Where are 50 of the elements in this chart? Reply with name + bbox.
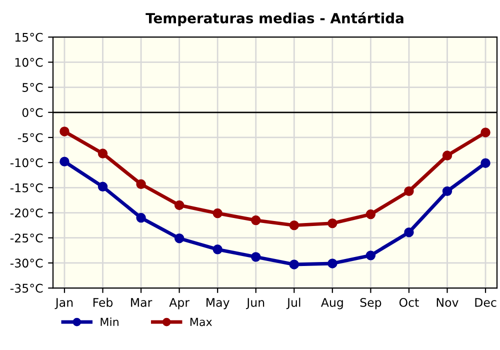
point bbox=[442, 186, 452, 196]
x-tick-label: Sep bbox=[360, 298, 382, 310]
x-tick-label: Feb bbox=[93, 298, 113, 307]
x-tick-label: Dec bbox=[475, 298, 496, 307]
point bbox=[60, 156, 70, 166]
point bbox=[174, 200, 184, 210]
x-tick-label: Jul bbox=[286, 298, 300, 310]
point bbox=[212, 244, 222, 254]
x-tick-label: Apr bbox=[169, 298, 190, 310]
y-tick-label: 0°C bbox=[22, 108, 43, 118]
y-tick-label: -35°C bbox=[10, 284, 43, 293]
point bbox=[136, 179, 146, 190]
y-tick-label: 5°C bbox=[22, 83, 43, 92]
y-tick-label: -20°C bbox=[10, 208, 43, 218]
y-tick-label: 15°C bbox=[15, 32, 43, 42]
y-tick-label: -30°C bbox=[10, 258, 43, 268]
y-tick-label: -10°C bbox=[10, 158, 43, 168]
point bbox=[404, 186, 414, 196]
chart-title: Temperaturas medias - Antártida bbox=[146, 12, 404, 26]
point bbox=[480, 128, 490, 138]
point bbox=[60, 126, 70, 136]
point bbox=[174, 234, 184, 244]
x-tick-label: May bbox=[206, 298, 230, 310]
legend-label: Max bbox=[190, 318, 212, 326]
point bbox=[289, 220, 299, 230]
point bbox=[328, 258, 338, 268]
y-tick-label: -5°C bbox=[18, 133, 43, 142]
point bbox=[442, 150, 452, 160]
x-tick-label: Oct bbox=[399, 298, 419, 307]
point bbox=[136, 212, 146, 223]
x-tick-label: Jan bbox=[54, 298, 73, 310]
point bbox=[98, 182, 108, 192]
y-tick-label: -25°C bbox=[10, 234, 43, 243]
y-tick-label: 10°C bbox=[15, 58, 43, 67]
y-tick-label: -15°C bbox=[10, 183, 43, 192]
point bbox=[251, 252, 261, 262]
point bbox=[366, 250, 376, 260]
x-tick-label: Aug bbox=[320, 298, 343, 310]
point bbox=[289, 260, 299, 270]
point bbox=[328, 218, 338, 228]
point bbox=[212, 208, 222, 218]
point bbox=[480, 158, 490, 168]
point bbox=[366, 209, 376, 220]
x-tick-label: Mar bbox=[131, 298, 152, 307]
legend-label: Min bbox=[100, 317, 118, 326]
x-tick-label: Jun bbox=[246, 298, 264, 310]
point bbox=[404, 227, 414, 238]
point bbox=[98, 148, 108, 158]
x-tick-label: Nov bbox=[436, 298, 458, 307]
point bbox=[251, 215, 261, 226]
